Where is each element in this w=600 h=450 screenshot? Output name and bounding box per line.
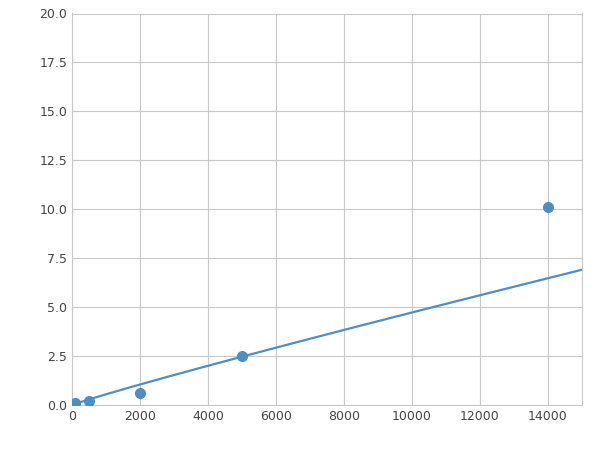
Point <box>135 390 145 397</box>
Point <box>543 204 553 211</box>
Point <box>84 397 94 405</box>
Point <box>237 352 247 360</box>
Point <box>71 400 80 407</box>
